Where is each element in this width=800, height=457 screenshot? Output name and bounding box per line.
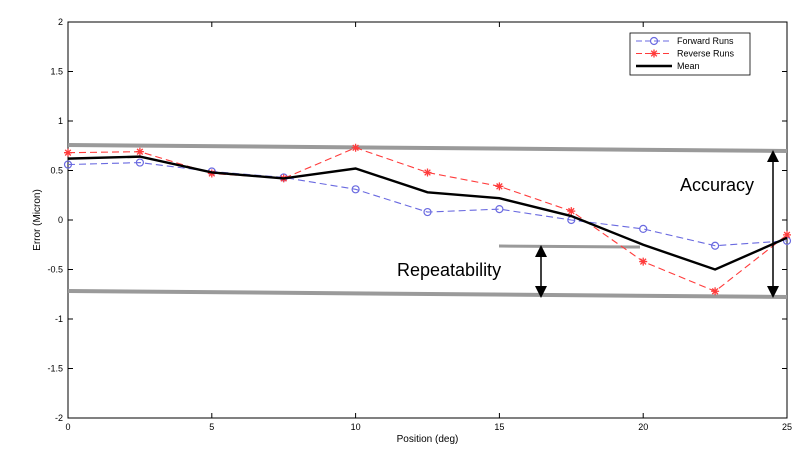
x-tick-label: 20 (638, 422, 648, 432)
legend-label: Mean (677, 61, 700, 71)
forward-run-point (639, 224, 648, 234)
x-tick-label: 0 (65, 422, 70, 432)
series-line (67, 155, 788, 271)
accuracy-upper-band-line (67, 143, 788, 153)
reverse-run-point (783, 230, 791, 239)
y-tick-label: 1 (58, 116, 63, 126)
reverse-run-point (495, 182, 504, 191)
y-tick-label: 2 (58, 17, 63, 27)
accuracy-annotation: Accuracy (680, 175, 754, 195)
y-tick-label: 0 (58, 215, 63, 225)
y-tick-label: 0.5 (50, 166, 63, 176)
forward-run-point (495, 205, 504, 214)
series-line (67, 162, 788, 247)
forward-run-point (710, 241, 720, 250)
y-tick-label: -0.5 (47, 265, 63, 275)
accuracy-lower-band-line (67, 289, 788, 299)
y-tick-label: -1.5 (47, 364, 63, 374)
legend-label: Forward Runs (677, 36, 734, 46)
y-tick-label: 1.5 (50, 67, 63, 77)
plot-area-frame (67, 21, 788, 419)
legend: Forward Runs Reverse Runs Mean (629, 32, 751, 76)
reverse-run-point (650, 49, 658, 58)
reverse-run-point (423, 168, 432, 177)
repeatability-annotation: Repeatability (397, 260, 501, 280)
x-tick-label: 5 (209, 422, 214, 432)
reverse-run-point (351, 143, 360, 152)
forward-run-point (63, 160, 73, 169)
y-tick-label: -2 (55, 413, 63, 423)
x-axis-ticks: 0 5 10 15 20 25 (65, 22, 792, 432)
forward-run-point (135, 158, 144, 167)
x-tick-label: 10 (351, 422, 361, 432)
reverse-run-point (639, 257, 648, 266)
forward-run-point (351, 185, 360, 194)
y-axis-label: Error (Micron) (32, 189, 43, 251)
repeatability-upper-band-line (498, 244, 641, 249)
reverse-run-point (567, 207, 576, 216)
y-axis-ticks: -2 -1.5 -1 -0.5 0 0.5 1 1.5 2 (47, 17, 787, 423)
forward-run-point (649, 36, 659, 46)
x-tick-label: 25 (782, 422, 792, 432)
series-layer (63, 143, 792, 296)
reverse-run-point (64, 148, 72, 157)
reverse-run-point (711, 287, 720, 296)
forward-run-point (423, 207, 432, 217)
annotation-band-lines (67, 143, 788, 299)
series-mean (67, 155, 788, 271)
x-axis-label: Position (deg) (397, 434, 459, 445)
y-tick-label: -1 (55, 314, 63, 324)
x-tick-label: 15 (494, 422, 504, 432)
reverse-run-point (135, 147, 144, 156)
legend-label: Reverse Runs (677, 49, 735, 59)
